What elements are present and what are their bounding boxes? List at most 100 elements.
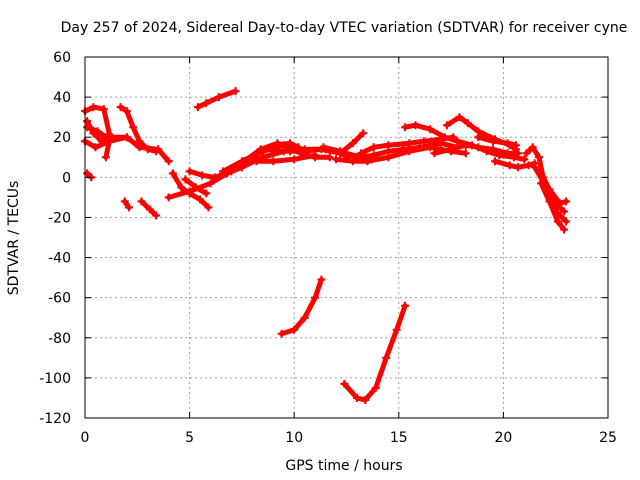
data-point xyxy=(442,121,451,130)
x-tick-label: 0 xyxy=(81,430,90,446)
data-point xyxy=(124,203,133,212)
y-tick-label: -20 xyxy=(48,210,71,226)
y-tick-label: 60 xyxy=(53,50,71,66)
data-point xyxy=(99,105,108,114)
data-point xyxy=(269,157,278,166)
data-point xyxy=(560,207,569,216)
data-point xyxy=(286,147,295,156)
data-point xyxy=(488,145,497,154)
series-arc-16 xyxy=(254,152,318,164)
data-point xyxy=(359,129,368,138)
data-point xyxy=(505,161,514,170)
x-tick-label: 20 xyxy=(494,430,512,446)
data-point xyxy=(488,137,497,146)
data-point xyxy=(392,325,401,334)
data-point xyxy=(164,193,173,202)
y-axis-tick-labels: 60 40 20 0 -20 -40 -60 -80 -100 -120 xyxy=(39,50,71,427)
grid xyxy=(85,57,608,418)
data-point xyxy=(145,205,154,214)
data-point xyxy=(277,329,286,338)
data-point xyxy=(269,147,278,156)
data-point xyxy=(204,203,213,212)
data-point xyxy=(135,137,144,146)
data-point xyxy=(185,167,194,176)
data-point xyxy=(120,197,129,206)
data-point xyxy=(177,183,186,192)
data-point xyxy=(254,149,263,158)
data-point xyxy=(152,211,161,220)
data-point xyxy=(101,133,110,142)
data-point xyxy=(369,143,378,152)
y-tick-label: 40 xyxy=(53,90,71,106)
series-arc-9 xyxy=(195,88,239,110)
data-point xyxy=(311,151,320,160)
data-point xyxy=(83,123,92,132)
data-point xyxy=(562,197,571,206)
data-point xyxy=(325,153,334,162)
data-point xyxy=(455,113,464,122)
data-point xyxy=(286,139,295,148)
data-point xyxy=(137,197,146,206)
data-point xyxy=(461,141,470,150)
data-point xyxy=(129,123,138,132)
y-tick-label: -40 xyxy=(48,251,71,267)
data-point xyxy=(168,169,177,178)
data-point xyxy=(361,395,370,404)
series-arc-25 xyxy=(475,134,519,148)
data-point xyxy=(273,141,282,150)
y-tick-label: 20 xyxy=(53,130,71,146)
data-point xyxy=(453,137,462,146)
y-tick-label: -100 xyxy=(39,371,71,387)
data-point xyxy=(106,137,115,146)
data-point xyxy=(233,163,242,172)
data-point xyxy=(317,275,326,284)
data-point xyxy=(522,149,531,158)
data-point xyxy=(93,127,102,136)
data-point xyxy=(461,149,470,158)
data-point xyxy=(210,173,219,182)
data-point xyxy=(411,121,420,130)
x-axis-tick-labels: 0 5 10 15 20 25 xyxy=(81,430,617,446)
data-point xyxy=(503,149,512,158)
data-point xyxy=(426,143,435,152)
chart-title: Day 257 of 2024, Sidereal Day-to-day VTE… xyxy=(61,20,628,36)
data-point xyxy=(384,153,393,162)
data-point xyxy=(419,137,428,146)
data-point xyxy=(401,301,410,310)
data-point xyxy=(357,149,366,158)
x-tick-label: 15 xyxy=(390,430,408,446)
data-point xyxy=(164,157,173,166)
series-arc-29 xyxy=(538,180,567,232)
data-point xyxy=(206,179,215,188)
data-point xyxy=(474,133,483,142)
data-point xyxy=(91,143,100,152)
data-point xyxy=(545,189,554,198)
y-tick-label: -120 xyxy=(39,411,71,427)
data-point xyxy=(524,161,533,170)
y-tick-label: 0 xyxy=(62,170,71,186)
data-point xyxy=(363,157,372,166)
data-point xyxy=(116,103,125,112)
y-axis-label: SDTVAR / TECUs xyxy=(6,181,22,296)
data-point xyxy=(537,179,546,188)
data-point xyxy=(122,133,131,142)
data-point xyxy=(219,167,228,176)
data-point xyxy=(474,143,483,152)
data-point xyxy=(101,153,110,162)
data-point xyxy=(440,133,449,142)
data-point xyxy=(553,201,562,210)
data-point xyxy=(300,313,309,322)
data-point xyxy=(311,293,320,302)
data-point xyxy=(196,195,205,204)
data-point xyxy=(491,157,500,166)
data-point xyxy=(152,147,161,156)
data-point xyxy=(405,147,414,156)
data-point xyxy=(336,149,345,158)
data-point xyxy=(447,145,456,154)
data-point xyxy=(352,393,361,402)
data-point xyxy=(198,171,207,180)
data-point xyxy=(202,99,211,108)
x-tick-label: 5 xyxy=(185,430,194,446)
